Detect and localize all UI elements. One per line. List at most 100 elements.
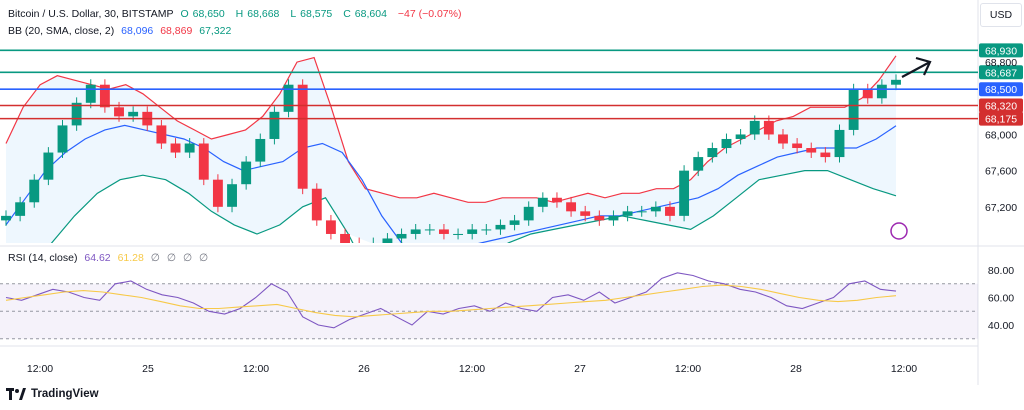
level-label-bg-1: [979, 65, 1023, 80]
currency-button[interactable]: USD: [980, 3, 1022, 27]
candle-body: [876, 84, 887, 99]
candle-body: [227, 184, 237, 207]
candle-body: [170, 143, 181, 153]
rsi-extra-3: ∅: [199, 252, 209, 264]
bb-legend: BB (20, SMA, close, 2) 68,096 68,869 67,…: [8, 25, 235, 37]
rsi-extra-0: ∅: [150, 252, 160, 264]
price-tick-2: 68,000: [985, 129, 1017, 141]
candle-body: [636, 211, 647, 213]
time-tick-4: 12:00: [459, 363, 485, 375]
time-tick-2: 12:00: [243, 363, 269, 375]
rsi-tick-0: 40.00: [988, 320, 1014, 332]
time-tick-1: 25: [142, 363, 154, 375]
high-value: H 68,668: [235, 8, 280, 20]
rsi-ma-value: 61.28: [117, 252, 144, 264]
candle-body: [891, 79, 901, 85]
time-tick-8: 12:00: [891, 363, 917, 375]
candle-body: [566, 202, 577, 212]
candle-body: [325, 220, 336, 234]
candle-body: [283, 84, 294, 112]
bb-basis-value: 68,096: [121, 25, 154, 37]
candle-body: [594, 215, 605, 221]
level-label-4: 68,175: [985, 114, 1017, 126]
rsi-extra-1: ∅: [166, 252, 177, 264]
candle-body: [862, 89, 873, 99]
candle-body: [721, 138, 732, 149]
tradingview-icon: [6, 388, 26, 400]
candle-body: [198, 143, 209, 180]
close-value: C 68,604: [343, 8, 387, 20]
candle-body: [820, 152, 831, 158]
candle-body: [71, 102, 82, 126]
rsi-extra-2: ∅: [182, 252, 193, 264]
candle-body: [650, 206, 661, 212]
candle-body: [523, 206, 534, 221]
level-label-3: 68,320: [985, 101, 1017, 113]
price-tick-3: 68,800: [985, 57, 1017, 69]
candle-body: [57, 125, 68, 153]
candle-body: [382, 238, 393, 243]
time-tick-5: 27: [574, 363, 586, 375]
level-label-2: 68,500: [985, 84, 1017, 96]
candle-body: [806, 148, 817, 153]
candle-body: [735, 134, 746, 139]
time-tick-7: 28: [790, 363, 802, 375]
candle-body: [537, 197, 548, 207]
candle-body: [552, 197, 562, 203]
price-tick-0: 67,200: [985, 202, 1017, 214]
candle-body: [693, 157, 704, 171]
level-label-bg-3: [979, 98, 1023, 113]
candle-body: [438, 229, 449, 234]
candle-body: [679, 170, 690, 216]
candle-body: [15, 202, 26, 216]
candle-body: [340, 233, 350, 243]
brand-name: TradingView: [31, 388, 99, 400]
candle-body: [763, 120, 774, 135]
bb-upper-value: 68,869: [160, 25, 193, 37]
candle-body: [792, 143, 803, 149]
candle-body: [424, 229, 435, 231]
bb-lower-line: [50, 170, 897, 243]
rsi-tick-2: 80.00: [988, 265, 1014, 277]
candle-body: [453, 233, 464, 235]
candle-body: [495, 224, 506, 230]
candle-body: [622, 211, 633, 216]
bb-upper-line: [5, 55, 897, 203]
low-value: L 68,575: [290, 8, 333, 20]
level-label-1: 68,687: [985, 67, 1017, 79]
arrow-shaft: [901, 61, 931, 78]
candle-body: [396, 233, 407, 239]
rsi-label: RSI (14, close): [8, 252, 78, 264]
candle-body: [114, 107, 124, 117]
candle-body: [156, 125, 167, 144]
candle-body: [184, 143, 195, 153]
candle-body: [212, 179, 223, 207]
rsi-legend: RSI (14, close) 64.62 61.28 ∅ ∅ ∅ ∅: [8, 252, 212, 264]
bb-label: BB (20, SMA, close, 2): [8, 25, 115, 37]
candle-body: [481, 229, 492, 231]
candle-body: [778, 134, 788, 144]
candle-body: [255, 138, 266, 162]
rsi-tick-1: 60.00: [988, 293, 1014, 305]
level-label-bg-0: [979, 43, 1023, 58]
tradingview-logo: TradingView: [6, 388, 99, 400]
bolt-icon: [890, 222, 908, 240]
candle-body: [834, 129, 845, 158]
candle-body: [467, 229, 478, 234]
bb-basis-line: [5, 124, 897, 243]
level-label-0: 68,930: [985, 45, 1017, 57]
price-tick-1: 67,600: [985, 166, 1017, 178]
level-label-bg-4: [979, 111, 1023, 126]
candle-body: [608, 215, 619, 221]
bb-fill: [6, 55, 896, 243]
candle-body: [509, 220, 520, 225]
time-tick-0: 12:00: [27, 363, 53, 375]
level-label-bg-2: [979, 82, 1023, 97]
arrow-head: [915, 56, 932, 76]
symbol-title: Bitcoin / U.S. Dollar, 30, BITSTAMP: [8, 8, 174, 20]
rsi-value: 64.62: [84, 252, 111, 264]
candle-body: [29, 179, 40, 203]
symbol-legend: Bitcoin / U.S. Dollar, 30, BITSTAMP O 68,…: [8, 8, 465, 20]
price-pane: [1, 55, 901, 243]
